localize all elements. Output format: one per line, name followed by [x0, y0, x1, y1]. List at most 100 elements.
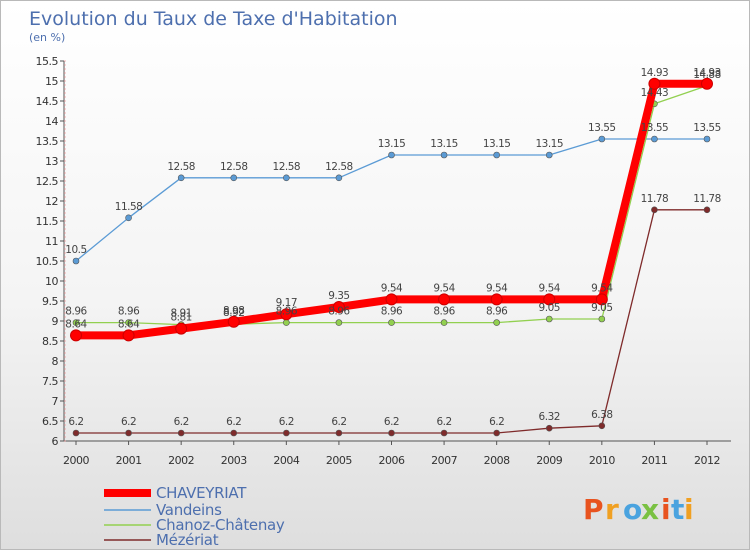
y-tick-label: 8 — [52, 355, 59, 368]
data-point — [177, 429, 185, 437]
data-label: 10.5 — [65, 244, 86, 256]
data-point — [125, 214, 132, 222]
data-point — [493, 429, 500, 437]
data-label: 8.64 — [118, 318, 140, 330]
data-point — [335, 319, 343, 326]
data-label: 8.96 — [276, 306, 298, 318]
logo-letter: t — [671, 493, 684, 526]
x-tick-label: 2004 — [273, 454, 299, 467]
data-label: 8.91 — [170, 308, 191, 320]
legend-label: Vandeins — [156, 501, 222, 519]
data-labels: 8.64 8.64 8.81 8.98 9.17 9.35 9.54 9.54 9.54 9.54… — [65, 67, 721, 428]
data-point — [545, 424, 553, 432]
data-label: 8.96 — [433, 306, 455, 318]
data-point — [332, 301, 345, 313]
data-point — [125, 429, 132, 437]
data-label: 9.05 — [591, 302, 612, 314]
axes: 6 6.5 7 7.5 8 8.5 9 9.5 10 10.5 11 11.5 12 12.5 13 13.5… — [36, 55, 731, 467]
data-label: 14.43 — [641, 87, 669, 99]
data-label: 13.55 — [588, 122, 616, 134]
data-point — [388, 319, 395, 326]
data-point — [493, 319, 500, 326]
data-point — [440, 429, 448, 437]
data-label: 9.54 — [381, 282, 403, 294]
data-point — [438, 293, 451, 306]
data-label: 8.64 — [65, 318, 87, 330]
data-point — [72, 429, 80, 437]
data-label: 9.17 — [276, 297, 297, 309]
y-tick-label: 14 — [45, 115, 58, 128]
x-tick-label: 2012 — [694, 454, 720, 467]
x-tick-label: 2000 — [63, 454, 89, 467]
data-label: 6.2 — [279, 416, 294, 428]
x-tick-label: 2005 — [326, 454, 352, 467]
data-point — [122, 329, 135, 342]
data-point — [227, 315, 240, 328]
data-label: 8.96 — [486, 306, 508, 318]
logo-letter: x — [641, 493, 659, 526]
data-point — [175, 322, 188, 335]
y-tick-label: 10 — [45, 275, 58, 288]
legend-label: Mézériat — [156, 531, 219, 549]
data-label: 6.2 — [226, 416, 241, 428]
data-label: 11.78 — [693, 193, 721, 205]
chart-title: Evolution du Taux de Taxe d'Habitation — [29, 8, 398, 30]
logo-letter: P — [583, 493, 604, 526]
data-point — [177, 174, 185, 182]
data-point — [280, 308, 293, 321]
y-tick-label: 12.5 — [36, 175, 59, 188]
data-label: 8.96 — [381, 306, 403, 318]
x-tick-label: 2007 — [431, 454, 457, 467]
y-tick-label: 6 — [52, 435, 59, 448]
data-point — [598, 135, 606, 143]
data-label: 13.55 — [693, 122, 721, 134]
data-point — [440, 319, 448, 326]
y-tick-label: 13.5 — [36, 135, 59, 148]
x-tick-label: 2006 — [379, 454, 405, 467]
data-label: 6.32 — [539, 411, 560, 423]
data-point — [388, 151, 395, 159]
data-label: 13.15 — [430, 138, 458, 150]
data-point — [651, 135, 658, 143]
data-point — [493, 151, 500, 159]
data-point — [703, 206, 711, 214]
data-point — [701, 77, 713, 90]
data-point — [72, 257, 80, 265]
data-label: 14.93 — [693, 67, 721, 79]
data-point — [388, 429, 395, 437]
data-label: 12.58 — [273, 161, 301, 173]
data-point — [283, 319, 290, 326]
data-label: 13.15 — [378, 138, 406, 150]
data-label: 9.05 — [539, 302, 560, 314]
data-point — [385, 293, 398, 306]
data-label: 6.2 — [121, 416, 136, 428]
data-label: 8.96 — [328, 306, 350, 318]
data-point — [595, 293, 608, 306]
data-label: 6.2 — [489, 416, 504, 428]
y-tick-label: 11 — [45, 235, 58, 248]
y-tick-label: 14.5 — [36, 95, 59, 108]
y-tick-label: 8.5 — [42, 335, 58, 348]
data-label: 11.78 — [641, 193, 669, 205]
chart-subtitle: (en %) — [29, 31, 65, 44]
data-point — [125, 319, 132, 326]
data-label: 8.98 — [223, 305, 244, 317]
data-label: 6.2 — [436, 416, 451, 428]
data-label: 8.92 — [223, 307, 244, 319]
x-tick-label: 2011 — [641, 454, 667, 467]
y-tick-label: 9 — [52, 315, 59, 328]
data-point — [70, 329, 82, 342]
data-point — [490, 293, 503, 306]
x-tick-label: 2002 — [168, 454, 194, 467]
data-point — [440, 151, 448, 159]
data-label: 12.58 — [167, 161, 195, 173]
x-tick-label: 2008 — [484, 454, 510, 467]
legend-label: Chanoz-Châtenay — [156, 516, 285, 534]
data-point — [335, 174, 343, 182]
data-point — [598, 315, 606, 323]
y-tick-label: 7 — [52, 395, 59, 408]
x-tick-label: 2001 — [116, 454, 142, 467]
data-point — [230, 174, 238, 182]
